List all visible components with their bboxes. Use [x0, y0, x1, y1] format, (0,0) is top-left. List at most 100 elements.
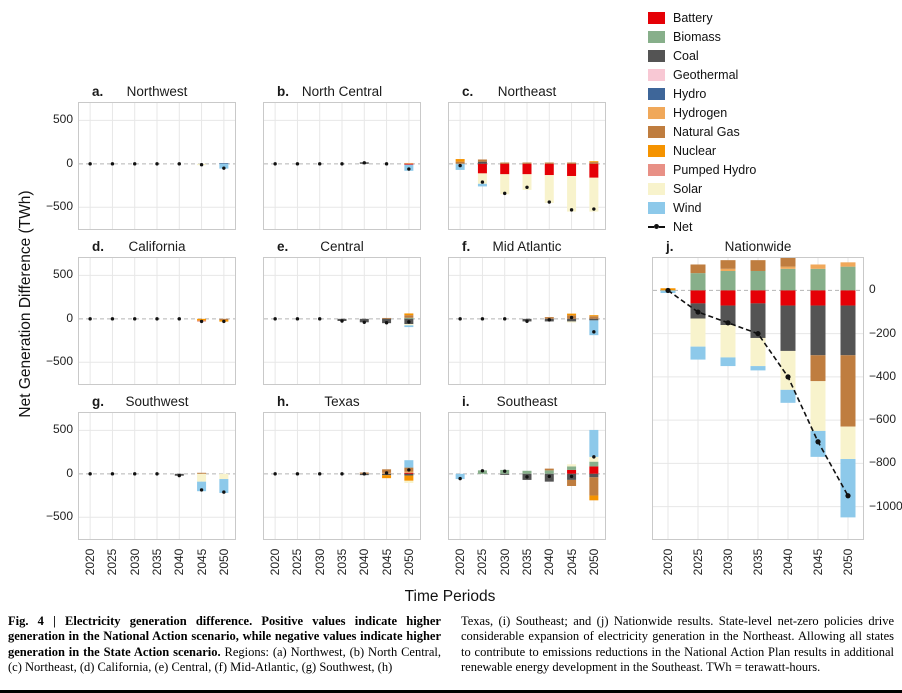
bar-solar — [404, 480, 414, 483]
bar-battery — [780, 290, 796, 306]
x-tick-label: 2050 — [841, 548, 855, 576]
y-tick-label: 0 — [869, 282, 876, 297]
panel-letter: e. — [277, 239, 289, 254]
panel-title: f. Mid Atlantic — [448, 239, 606, 257]
legend-label: Pumped Hydro — [673, 162, 757, 177]
x-tick-label: 2030 — [312, 548, 327, 576]
bar-solar — [720, 325, 736, 358]
page-bottom-rule — [0, 690, 902, 693]
x-tick-label: 2035 — [150, 548, 164, 576]
legend-item-coal: Coal — [648, 46, 756, 65]
bar-natural_gas — [544, 162, 554, 164]
bar-natural_gas — [840, 355, 856, 427]
bar-nuclear — [382, 475, 392, 479]
panel-letter: h. — [277, 394, 289, 409]
legend-label: Net — [673, 219, 693, 234]
chart-b — [264, 103, 420, 229]
net-marker — [133, 317, 137, 321]
net-marker — [407, 167, 411, 171]
bar-wind — [219, 163, 229, 169]
plot-area-southwest: 500 0 −500 2020 2025 2030 2035 2040 2045 2050 — [46, 412, 236, 575]
panel-c-northeast: c. Northeast — [448, 84, 606, 230]
net-marker — [384, 321, 389, 325]
net-marker — [815, 439, 821, 445]
x-tick-label: 2045 — [811, 548, 825, 576]
bar-hydrogen — [404, 162, 414, 164]
bar-wind — [477, 183, 487, 187]
panel-title: i. Southeast — [448, 394, 606, 412]
net-marker — [547, 318, 551, 322]
bar-wind — [750, 366, 766, 371]
net-marker — [480, 180, 485, 184]
bar-natural_gas — [455, 161, 465, 164]
net-marker — [755, 331, 761, 337]
chart-i — [449, 413, 605, 539]
net-marker — [318, 317, 322, 321]
net-marker — [177, 473, 181, 478]
x-tick-label: 2050 — [586, 548, 601, 576]
bar-battery — [567, 163, 577, 176]
panel-title: h. Texas — [263, 394, 421, 412]
net-marker — [273, 317, 277, 321]
net-marker — [222, 490, 226, 494]
x-tick-label: 2030 — [127, 548, 142, 576]
bar-natural_gas — [567, 479, 577, 486]
legend-item-geothermal: Geothermal — [648, 65, 756, 84]
net-marker — [407, 468, 411, 472]
panel-name: North Central — [301, 84, 383, 99]
net-marker — [222, 319, 226, 324]
net-line-swatch — [648, 224, 665, 229]
net-marker — [295, 472, 300, 476]
x-tick-label: 2050 — [216, 548, 231, 576]
bar-nuclear — [404, 475, 414, 481]
panel-name: Northwest — [126, 84, 188, 99]
panel-name: Northeast — [497, 84, 557, 99]
bar-natural_gas — [219, 318, 229, 321]
x-tick-label: 2045 — [379, 548, 394, 576]
bar-hydrogen — [720, 268, 736, 271]
color-swatch-natural_gas — [648, 125, 665, 138]
chart-j — [653, 253, 863, 539]
color-swatch-hydrogen — [648, 106, 665, 119]
x-tick-label: 2025 — [691, 548, 705, 576]
bar-natural_gas — [589, 162, 599, 164]
net-marker — [458, 163, 462, 168]
legend-label: Wind — [673, 200, 702, 215]
plot-area-california: 500 0 −500 — [46, 257, 236, 385]
bar-nuclear — [589, 161, 599, 163]
bar-natural_gas — [522, 162, 532, 164]
panel-title: e. Central — [263, 239, 421, 257]
figure-caption: Fig. 4 | Electricity generation differen… — [8, 614, 894, 675]
bar-natural_gas — [382, 317, 392, 319]
net-marker — [295, 317, 300, 321]
color-swatch-coal — [648, 49, 665, 62]
net-marker — [318, 472, 322, 476]
bar-solar — [567, 464, 577, 467]
net-marker — [503, 317, 507, 321]
net-marker — [480, 317, 485, 321]
plot-area-southeast: 2020 2025 2030 2035 2040 2045 2050 — [448, 412, 606, 575]
net-marker — [785, 374, 791, 380]
bar-hydrogen — [780, 266, 796, 269]
bar-wind — [780, 389, 796, 403]
net-marker — [133, 472, 137, 476]
bar-natural_gas — [589, 477, 599, 496]
color-swatch-biomass — [648, 30, 665, 43]
x-tick-label: 2035 — [751, 548, 765, 576]
x-tick-label: 2025 — [475, 548, 490, 576]
legend-item-natural-gas: Natural Gas — [648, 122, 756, 141]
caption-bold-text: Fig. 4 | Electricity generation differen… — [8, 614, 441, 659]
x-tick-label: 2040 — [172, 548, 187, 576]
panel-b-north-central: b. North Central — [263, 84, 421, 230]
bar-biomass — [544, 470, 554, 474]
color-swatch-pumped_hydro — [648, 163, 665, 176]
panel-j-nationwide: j. Nationwide 0 −200 −400 −600 −800 −1000 2020… — [652, 239, 902, 575]
net-marker — [222, 166, 226, 170]
y-axis-label: Net Generation Difference (TWh) — [17, 190, 34, 418]
bar-solar — [477, 173, 487, 184]
chart-c — [449, 103, 605, 229]
panel-letter: i. — [462, 394, 470, 409]
net-marker — [273, 162, 277, 166]
x-tick-label: 2045 — [564, 548, 579, 576]
y-tick-label: −600 — [869, 412, 897, 427]
